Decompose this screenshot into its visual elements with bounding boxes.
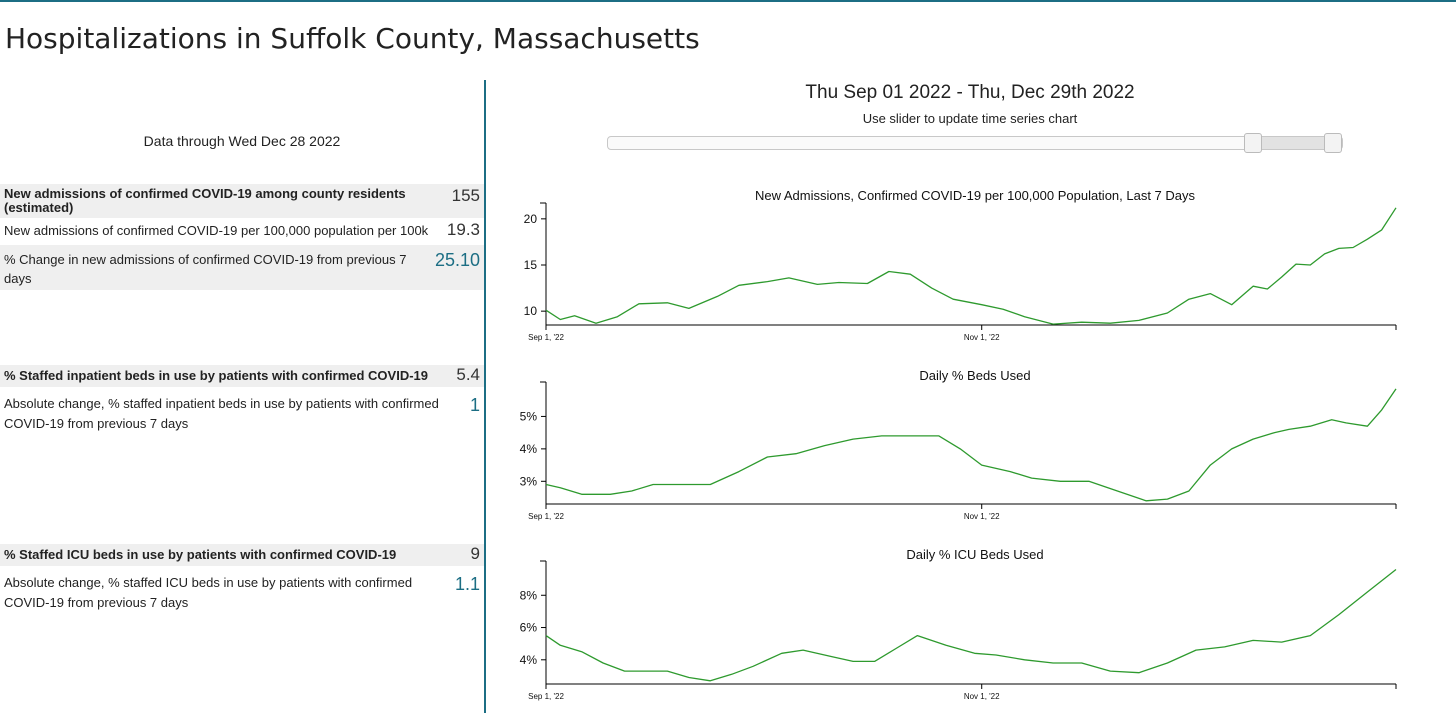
- x-tick-label: Sep 1, '22: [528, 692, 564, 701]
- top-accent-line: [0, 0, 1456, 2]
- y-tick-label: 10: [524, 304, 538, 318]
- inpatient-header-row: % Staffed inpatient beds in use by patie…: [0, 365, 484, 387]
- chart-1: New Admissions, Confirmed COVID-19 per 1…: [524, 188, 1397, 342]
- date-range-slider[interactable]: [607, 136, 1343, 150]
- slider-handle-end[interactable]: [1324, 133, 1342, 153]
- slider-selected-range: [1253, 137, 1333, 149]
- icu-header-row: % Staffed ICU beds in use by patients wi…: [0, 544, 484, 566]
- x-tick-label: Sep 1, '22: [528, 512, 564, 521]
- page-title: Hospitalizations in Suffolk County, Mass…: [5, 22, 700, 55]
- date-range-title: Thu Sep 01 2022 - Thu, Dec 29th 2022: [805, 82, 1135, 103]
- chart-3: Daily % ICU Beds Used 4% 6% 8% Sep 1, '22 Nov…: [520, 547, 1397, 701]
- icu-change-label: Absolute change, % staffed ICU beds in u…: [4, 575, 413, 610]
- y-tick-label: 5%: [520, 409, 538, 423]
- y-tick-label: 3%: [520, 474, 538, 488]
- icu-change-value: 1.1: [454, 574, 480, 594]
- inpatient-change-row: Absolute change, % staffed inpatient bed…: [0, 393, 484, 435]
- admissions-header-value: 155: [451, 186, 480, 205]
- admissions-change-row: % Change in new admissions of confirmed …: [0, 245, 484, 290]
- y-tick-label: 6%: [520, 621, 538, 635]
- icu-header-value: 9: [470, 544, 480, 563]
- panel-divider: [484, 80, 486, 713]
- series-line: [545, 388, 1397, 502]
- series-line: [545, 207, 1397, 325]
- chart-title: Daily % ICU Beds Used: [906, 547, 1043, 562]
- admissions-header-row: New admissions of confirmed COVID-19 amo…: [0, 184, 484, 218]
- inpatient-header-label: % Staffed inpatient beds in use by patie…: [4, 368, 429, 383]
- slider-hint: Use slider to update time series chart: [862, 111, 1078, 126]
- inpatient-change-label: Absolute change, % staffed inpatient bed…: [4, 396, 439, 431]
- admissions-per100k-row: New admissions of confirmed COVID-19 per…: [0, 220, 484, 244]
- icu-change-row: Absolute change, % staffed ICU beds in u…: [0, 572, 484, 614]
- x-tick-label: Nov 1, '22: [964, 692, 1000, 701]
- x-tick-label: Nov 1, '22: [964, 512, 1000, 521]
- admissions-per100k-value: 19.3: [446, 220, 480, 239]
- data-through-date: Data through Wed Dec 28 2022: [143, 133, 341, 149]
- admissions-change-value: 25.10: [434, 250, 480, 270]
- series-line: [545, 568, 1397, 682]
- y-tick-label: 4%: [520, 442, 538, 456]
- x-tick-label: Sep 1, '22: [528, 333, 564, 342]
- y-tick-label: 4%: [520, 653, 538, 667]
- chart-title: New Admissions, Confirmed COVID-19 per 1…: [755, 188, 1196, 203]
- admissions-header-label: New admissions of confirmed COVID-19 amo…: [4, 186, 406, 215]
- slider-handle-start[interactable]: [1244, 133, 1262, 153]
- inpatient-header-value: 5.4: [456, 365, 480, 384]
- admissions-per100k-label: New admissions of confirmed COVID-19 per…: [4, 223, 429, 238]
- icu-header-label: % Staffed ICU beds in use by patients wi…: [4, 547, 397, 562]
- x-tick-label: Nov 1, '22: [964, 333, 1000, 342]
- chart-title: Daily % Beds Used: [919, 368, 1030, 383]
- y-tick-label: 8%: [520, 588, 538, 602]
- inpatient-change-value: 1: [469, 395, 480, 415]
- admissions-change-label: % Change in new admissions of confirmed …: [4, 252, 407, 286]
- y-tick-label: 15: [524, 258, 538, 272]
- y-tick-label: 20: [524, 212, 538, 226]
- chart-2: Daily % Beds Used 3% 4% 5% Sep 1, '22 Nov 1, …: [520, 368, 1397, 521]
